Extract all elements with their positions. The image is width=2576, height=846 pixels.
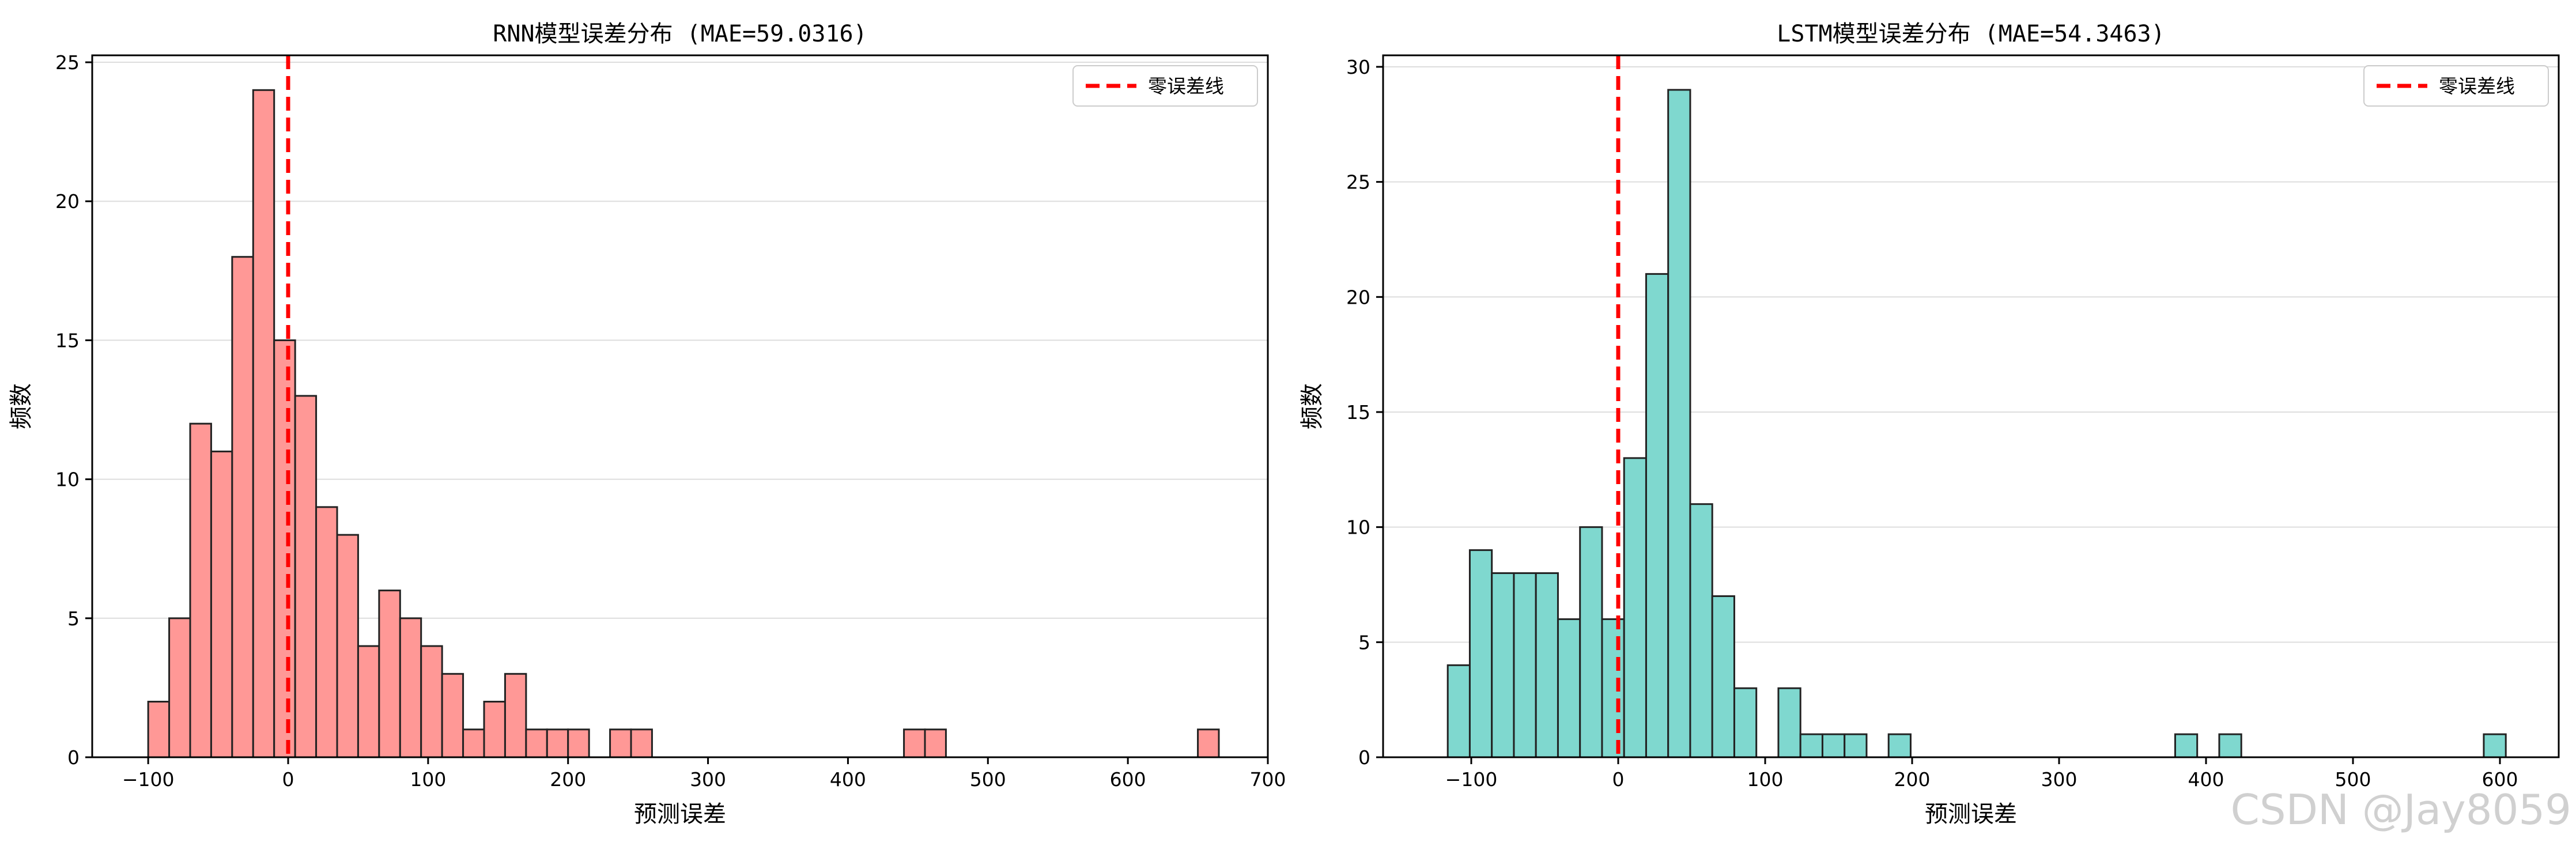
chart-0-y-tick-label: 0 <box>67 746 80 769</box>
chart-1-histogram-bar <box>2174 733 2199 758</box>
chart-0-x-tick-label: −100 <box>122 768 175 791</box>
chart-1-y-tick-label: 25 <box>1346 171 1370 194</box>
chart-0-histogram-bar <box>294 395 318 758</box>
chart-0-histogram-bar <box>525 728 548 758</box>
chart-0-x-tick-label: 200 <box>550 768 586 791</box>
chart-0-x-tick-label: 500 <box>970 768 1006 791</box>
chart-0-histogram-bar <box>420 645 443 758</box>
chart-1-y-axis-label: 频数 <box>1299 383 1325 429</box>
chart-1-histogram-bar <box>1623 457 1647 758</box>
chart-1-histogram-bar <box>1799 733 1823 758</box>
chart-1-x-tick-label: 400 <box>2188 768 2224 791</box>
chart-0-y-axis-label: 频数 <box>8 383 35 429</box>
chart-1-histogram-bar <box>1579 526 1603 758</box>
chart-1-histogram-bar <box>1535 572 1559 758</box>
chart-0-histogram-bar <box>378 590 401 758</box>
chart-0-histogram-bar <box>1197 728 1220 758</box>
chart-0-histogram-bar <box>546 728 569 758</box>
chart-1-x-tick-label: 100 <box>1747 768 1784 791</box>
chart-1-histogram-bar <box>1887 733 1912 758</box>
chart-0-histogram-bar <box>273 339 296 758</box>
chart-1-y-tick-label: 30 <box>1346 56 1370 78</box>
chart-1-histogram-bar <box>1446 664 1471 758</box>
chart-0-x-tick-label: 400 <box>830 768 866 791</box>
chart-0-y-tick-label: 10 <box>55 469 80 491</box>
chart-0-histogram-bar <box>630 728 653 758</box>
chart-1-histogram-bar <box>2218 733 2242 758</box>
chart-1-histogram-bar <box>1645 273 1670 758</box>
chart-0-histogram-bar <box>252 89 275 758</box>
chart-0-histogram-bar <box>168 617 191 758</box>
chart-0-x-tick-label: 300 <box>690 768 726 791</box>
chart-1-histogram-bar <box>1557 618 1581 758</box>
chart-1-y-tick-label: 10 <box>1346 516 1370 539</box>
chart-0-histogram-bar <box>399 617 422 758</box>
chart-1-x-tick-label: 0 <box>1612 768 1625 791</box>
lstm-error-histogram: −100 0 100 200 300 400 500 600 0 5 10 15 20 25 30 LSTM模… <box>1299 21 2560 828</box>
chart-1-histogram-bar <box>1711 595 1735 758</box>
chart-0-histogram-bar <box>504 673 527 758</box>
chart-0-chart-title: RNN模型误差分布 (MAE=59.0316) <box>493 21 867 47</box>
chart-0-histogram-bar <box>231 256 254 758</box>
chart-1-chart-title: LSTM模型误差分布 (MAE=54.3463) <box>1777 21 2165 47</box>
chart-1-x-tick-label: −100 <box>1445 768 1498 791</box>
chart-1-histogram-bar <box>1733 687 1758 758</box>
chart-1-histogram-bar <box>1844 733 1868 758</box>
chart-1-legend-box <box>2363 65 2549 107</box>
watermark-text: CSDN @Jay8059 <box>2231 785 2571 834</box>
chart-0-legend-label: 零误差线 <box>1148 75 1224 97</box>
chart-1-x-axis-label: 预测误差 <box>1925 801 2017 828</box>
chart-1-x-tick-label: 600 <box>2482 768 2518 791</box>
chart-0-axes-frame <box>91 54 1269 758</box>
chart-1-histogram-bar <box>1821 733 1846 758</box>
chart-0-y-tick-label: 25 <box>55 51 80 74</box>
chart-1-histogram-bar <box>1601 618 1625 758</box>
chart-0-histogram-bar <box>147 701 171 758</box>
chart-0-x-tick-label: 700 <box>1250 768 1286 791</box>
chart-0-y-tick-label: 15 <box>55 329 80 352</box>
chart-0-histogram-bar <box>567 728 590 758</box>
chart-1-histogram-bar <box>2483 733 2507 758</box>
chart-1-y-tick-label: 0 <box>1358 746 1370 769</box>
chart-0-legend-box <box>1072 65 1258 107</box>
chart-0-histogram-bar <box>483 701 506 758</box>
chart-0-y-tick-label: 5 <box>67 607 80 630</box>
chart-1-histogram-bar <box>1513 572 1537 758</box>
chart-0-histogram-bar <box>462 728 485 758</box>
chart-0-histogram-bar <box>210 450 233 758</box>
chart-1-histogram-bar <box>1667 89 1691 758</box>
chart-1-axes-frame <box>1382 54 2560 758</box>
chart-0-histogram-bar <box>924 728 947 758</box>
rnn-error-histogram: −100 0 100 200 300 400 500 600 700 0 5 10 15 20 25 RNN模… <box>8 21 1286 828</box>
chart-0-x-tick-label: 0 <box>282 768 294 791</box>
chart-0-x-tick-label: 600 <box>1110 768 1146 791</box>
chart-1-histogram-bar <box>1468 549 1493 758</box>
chart-1-histogram-bar <box>1491 572 1515 758</box>
chart-1-y-tick-label: 20 <box>1346 286 1370 308</box>
chart-1-y-tick-label: 5 <box>1358 631 1370 654</box>
chart-0-histogram-bar <box>336 534 359 758</box>
chart-0-histogram-bar <box>357 645 380 758</box>
chart-1-x-tick-label: 200 <box>1894 768 1931 791</box>
chart-1-histogram-bar <box>1689 503 1713 758</box>
chart-1-x-tick-label: 300 <box>2041 768 2078 791</box>
chart-0-y-tick-label: 20 <box>55 190 80 213</box>
chart-0-histogram-bar <box>609 728 632 758</box>
chart-1-legend-label: 零误差线 <box>2439 75 2515 97</box>
chart-0-x-axis-label: 预测误差 <box>634 801 726 828</box>
chart-0-histogram-bar <box>441 673 464 758</box>
chart-1-x-tick-label: 500 <box>2335 768 2371 791</box>
chart-1-histogram-bar <box>1777 687 1801 758</box>
chart-0-histogram-bar <box>903 728 926 758</box>
chart-0-histogram-bar <box>315 506 338 758</box>
chart-0-histogram-bar <box>189 422 212 758</box>
chart-1-y-tick-label: 15 <box>1346 401 1370 424</box>
chart-0-x-tick-label: 100 <box>410 768 446 791</box>
